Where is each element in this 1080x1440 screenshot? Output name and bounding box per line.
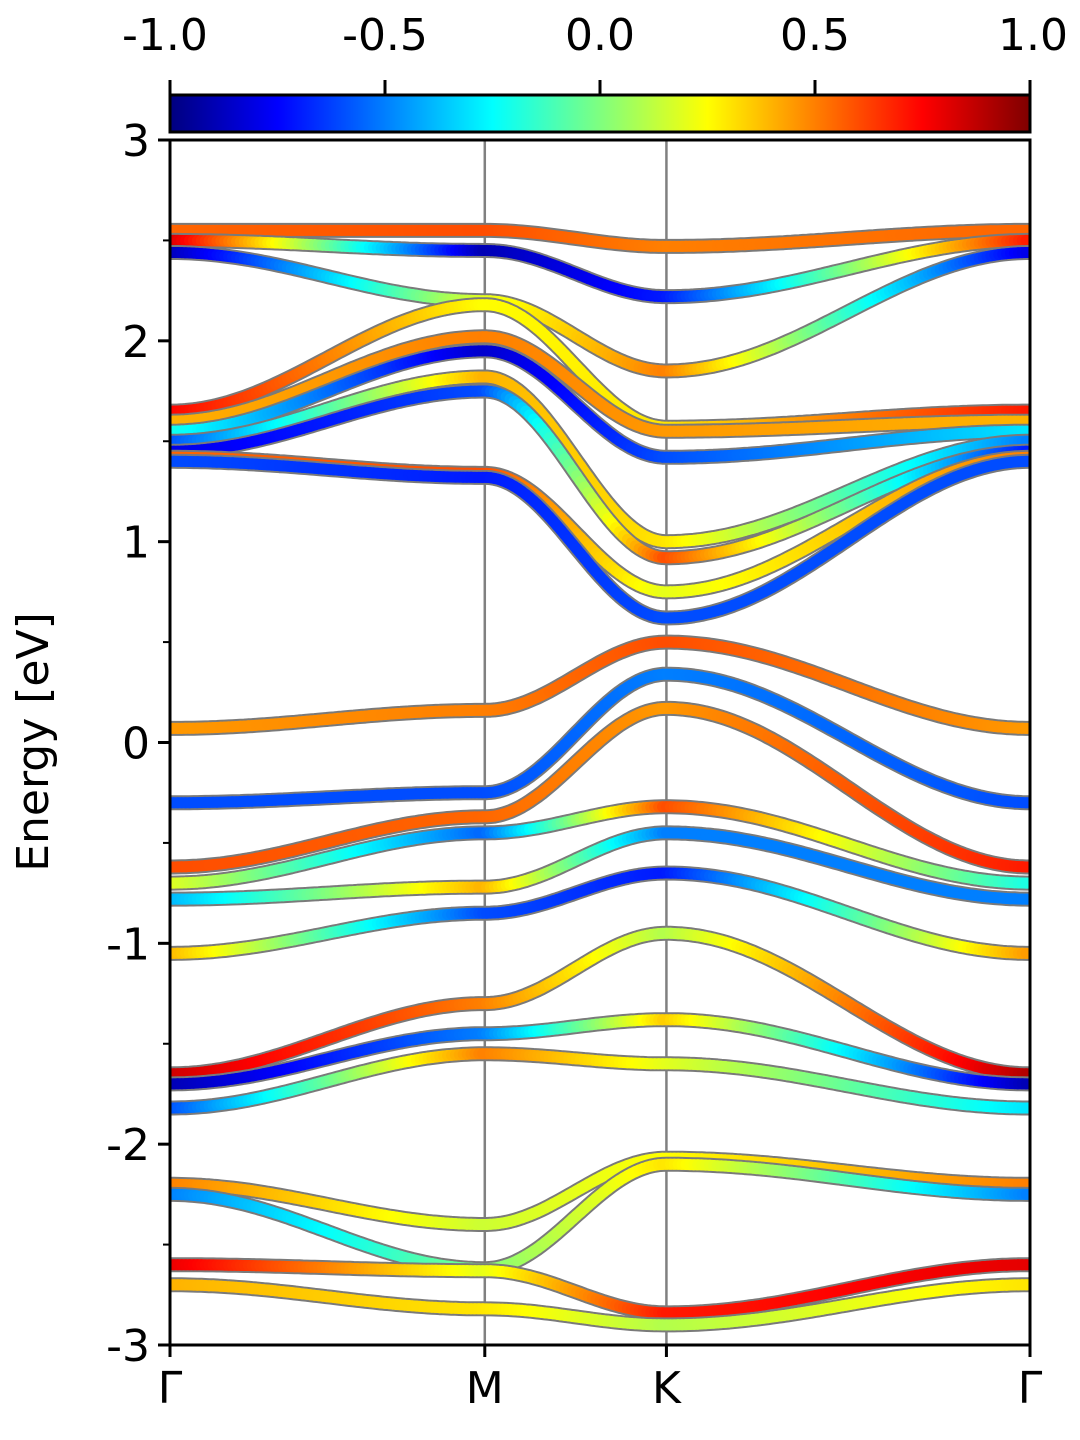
colorbar-gradient — [168, 93, 1032, 134]
band — [170, 232, 1030, 305]
colorbar-tick-label: 1.0 — [998, 10, 1068, 61]
colorbar-tick-label: 0.0 — [565, 10, 635, 61]
colorbar-tick-label: 0.5 — [780, 10, 850, 61]
band — [170, 1257, 1030, 1321]
band — [170, 343, 1030, 465]
band — [170, 1277, 1030, 1333]
band — [170, 700, 1030, 875]
band — [170, 222, 1030, 254]
band — [170, 799, 1030, 891]
band — [170, 925, 1030, 1082]
band — [170, 329, 1030, 439]
band — [170, 825, 1030, 907]
band — [170, 369, 1030, 550]
band — [170, 1046, 1030, 1116]
bands — [170, 222, 1030, 1333]
colorbar-tick-label: -1.0 — [122, 10, 208, 61]
band — [170, 1156, 1030, 1277]
band — [170, 634, 1030, 736]
band — [170, 865, 1030, 961]
colorbar-ticks: -1.0 -0.5 0.0 0.5 1.0 — [122, 10, 1068, 95]
band — [170, 453, 1030, 626]
band — [170, 666, 1030, 811]
colorbar-tick-label: -0.5 — [342, 10, 428, 61]
band — [170, 245, 1030, 379]
colorbar: -1.0 -0.5 0.0 0.5 1.0 — [122, 10, 1068, 134]
band — [170, 1012, 1030, 1092]
